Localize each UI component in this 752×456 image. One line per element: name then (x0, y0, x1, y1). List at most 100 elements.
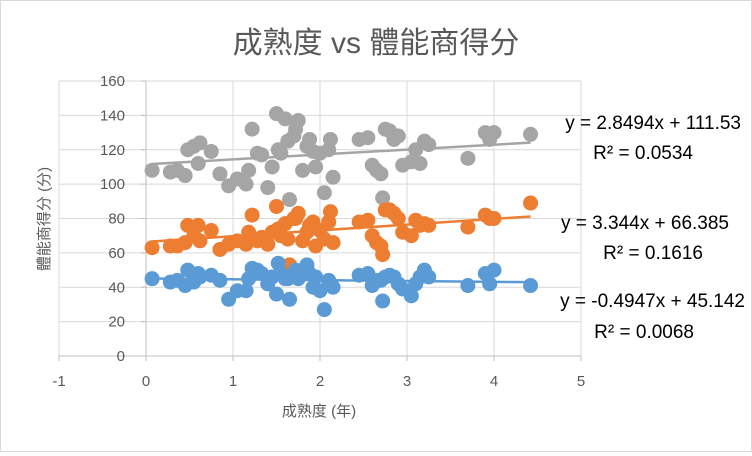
data-point (325, 169, 341, 185)
trendline-equation: y = 2.8494x + 111.53 (565, 113, 741, 134)
data-point (212, 272, 228, 288)
data-point (308, 269, 324, 285)
data-point (482, 276, 498, 292)
data-point (523, 195, 539, 211)
axes (58, 80, 582, 361)
y-tick-label: 20 (108, 314, 125, 331)
y-tick-label: 140 (100, 107, 125, 124)
data-point (269, 198, 284, 214)
data-point (486, 125, 502, 141)
data-point (486, 262, 502, 278)
data-point (192, 269, 208, 285)
data-point (244, 207, 260, 223)
data-point (375, 247, 391, 263)
data-point (241, 162, 257, 178)
data-point (322, 131, 338, 147)
data-point (403, 228, 419, 244)
data-point (460, 150, 476, 166)
data-point (421, 137, 437, 153)
data-point (460, 219, 476, 235)
data-point (486, 211, 502, 226)
data-point (192, 233, 208, 249)
x-tick-label: -1 (52, 373, 65, 390)
trendline (152, 141, 531, 166)
y-tick-label: 80 (108, 211, 125, 228)
trendline-r2: R² = 0.1616 (603, 243, 703, 264)
data-point (277, 111, 293, 127)
data-point (280, 231, 296, 247)
data-point (523, 126, 539, 142)
y-tick-label: 0 (117, 348, 125, 365)
y-tick-label: 100 (100, 176, 125, 193)
data-point (421, 269, 437, 285)
data-point (360, 212, 376, 228)
data-point (244, 121, 260, 137)
y-tick-label: 60 (108, 245, 125, 262)
data-point (421, 217, 437, 233)
x-tick-label: 0 (142, 373, 150, 390)
data-point (295, 162, 311, 178)
data-point (260, 180, 276, 196)
y-tick-label: 160 (100, 73, 125, 90)
x-axis-title: 成熟度 (年) (282, 403, 356, 420)
x-tick-label: 5 (577, 373, 585, 390)
data-point (325, 235, 341, 251)
data-point (269, 286, 284, 302)
data-point (523, 278, 539, 294)
data-point (212, 166, 228, 182)
data-point (190, 156, 206, 171)
chart-title: 成熟度 vs 體能商得分 (233, 27, 520, 60)
data-point (260, 236, 276, 252)
data-point (302, 131, 318, 147)
data-point (282, 192, 298, 208)
data-point (203, 223, 219, 239)
data-point (273, 145, 289, 161)
y-tick-label: 40 (108, 279, 125, 296)
x-tick-label: 4 (490, 373, 498, 390)
data-point (412, 156, 428, 171)
trendline-equation: y = 3.344x + 66.385 (561, 213, 729, 234)
data-point (177, 168, 193, 184)
x-tick-label: 2 (316, 373, 324, 390)
data-point (238, 236, 254, 252)
data-point (390, 128, 406, 144)
data-point (290, 205, 306, 221)
data-point (238, 176, 254, 192)
data-point (282, 291, 298, 307)
data-point (144, 271, 160, 287)
data-point (190, 217, 206, 233)
data-point (308, 159, 324, 175)
data-point (238, 283, 254, 299)
trendline-labels: y = 2.8494x + 111.53 R² = 0.0534 y = 3.344… (560, 113, 745, 343)
data-point (325, 279, 341, 295)
data-point (322, 204, 338, 220)
data-point (316, 302, 332, 318)
data-point (203, 143, 219, 159)
data-point (254, 147, 270, 163)
data-point (144, 162, 160, 178)
x-tick-label: 3 (403, 373, 411, 390)
x-tick-label: 1 (229, 373, 237, 390)
data-point (144, 240, 160, 256)
data-point (264, 159, 280, 175)
data-point (460, 278, 476, 294)
data-point (403, 288, 419, 304)
data-point (375, 190, 391, 206)
trendlines (152, 141, 531, 284)
data-point (192, 135, 208, 151)
y-axis-title: 體能商得分 (分) (36, 167, 53, 271)
data-point (290, 113, 306, 129)
data-point (375, 293, 391, 309)
y-tick-label: 120 (100, 142, 125, 159)
tick-labels: 0 20 40 60 80 100 120 140 160 -1 0 1 2 3 4 5 (52, 73, 585, 390)
trendline-r2: R² = 0.0534 (593, 143, 693, 164)
data-point (316, 185, 332, 201)
data-point (360, 130, 376, 146)
trendline-equation: y = -0.4947x + 45.142 (560, 291, 745, 312)
data-point (390, 211, 406, 226)
data-point (373, 166, 389, 182)
data-points (144, 106, 539, 318)
trendline-r2: R² = 0.0068 (594, 322, 694, 343)
